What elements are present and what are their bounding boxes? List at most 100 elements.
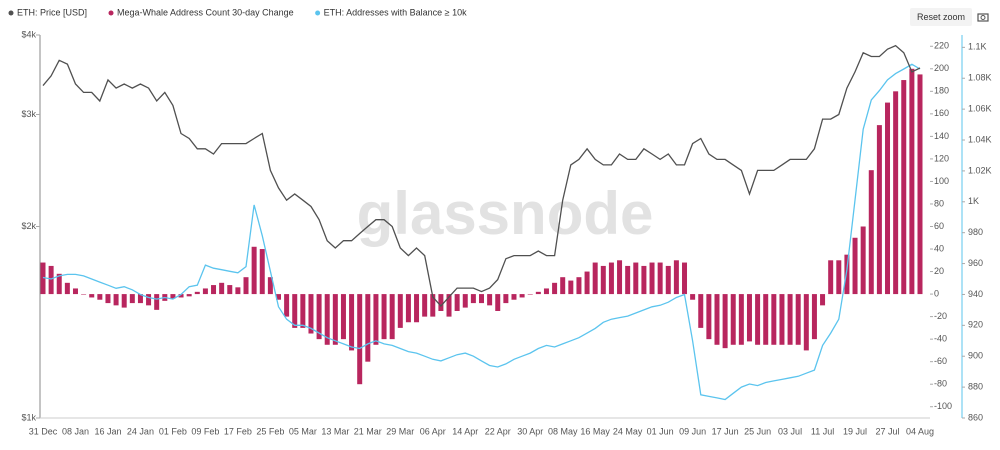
bar — [901, 80, 907, 295]
x-tick-label: 16 May — [580, 426, 610, 436]
bar — [625, 265, 631, 295]
x-tick-label: 17 Jun — [712, 426, 739, 436]
yticks-label: $4k — [21, 29, 36, 39]
x-tick-label: 04 Aug — [906, 426, 934, 436]
bar — [48, 265, 54, 295]
legend-marker — [108, 10, 114, 16]
bar — [259, 249, 265, 295]
bar — [868, 170, 874, 295]
y2ticks-label: 120 — [934, 153, 949, 163]
bar — [649, 262, 655, 295]
bar — [340, 294, 346, 340]
bar — [332, 294, 338, 345]
y3ticks-label: 1.04K — [968, 134, 992, 144]
bar — [755, 294, 761, 345]
bar — [186, 294, 192, 297]
reset-zoom-button[interactable]: Reset zoom — [910, 8, 972, 26]
bar — [576, 277, 582, 295]
bar — [170, 294, 176, 299]
bar — [251, 246, 257, 295]
x-tick-label: 24 May — [613, 426, 643, 436]
y2ticks-label: -40 — [934, 334, 947, 344]
bar — [194, 291, 200, 295]
y3ticks-label: 960 — [968, 258, 983, 268]
x-tick-label: 29 Mar — [386, 426, 414, 436]
x-tick-label: 09 Feb — [191, 426, 219, 436]
bar — [641, 265, 647, 295]
bar — [357, 294, 363, 385]
bar — [543, 288, 549, 295]
legend-label: ETH: Addresses with Balance ≥ 10k — [324, 7, 468, 17]
y3ticks-label: 920 — [968, 320, 983, 330]
y3ticks-label: 860 — [968, 412, 983, 422]
bar — [121, 294, 127, 308]
bar — [365, 294, 371, 362]
bar — [787, 294, 793, 345]
bar — [917, 74, 923, 295]
legend-marker — [315, 10, 321, 16]
bar — [373, 294, 379, 345]
line — [42, 63, 921, 401]
bar — [519, 294, 525, 298]
bar — [836, 260, 842, 295]
x-tick-label: 06 Apr — [420, 426, 446, 436]
bar — [690, 294, 696, 300]
bar — [706, 294, 712, 340]
bar — [876, 125, 882, 295]
bar — [844, 254, 850, 295]
bar — [405, 294, 411, 323]
bar — [617, 260, 623, 295]
x-tick-label: 30 Apr — [517, 426, 543, 436]
y2ticks-label: 40 — [934, 243, 944, 253]
bar — [820, 294, 826, 306]
y3ticks-label: 1.06K — [968, 104, 992, 114]
bar — [608, 262, 614, 295]
x-tick-label: 08 May — [548, 426, 578, 436]
y3ticks-label: 1K — [968, 196, 979, 206]
bar — [219, 282, 225, 295]
bar — [811, 294, 817, 340]
y2ticks-label: 200 — [934, 63, 949, 73]
bar — [72, 288, 78, 295]
bar — [324, 294, 330, 345]
y2ticks-label: -80 — [934, 379, 947, 389]
bar — [584, 271, 590, 295]
y2ticks-label: 220 — [934, 41, 949, 51]
bar — [885, 102, 891, 295]
bar — [487, 294, 493, 306]
y3ticks-label: 980 — [968, 227, 983, 237]
x-tick-label: 25 Jun — [744, 426, 771, 436]
bar — [178, 294, 184, 298]
legend: ETH: Price [USD] Mega-Whale Address Count… — [8, 7, 468, 17]
legend-label: Mega-Whale Address Count 30-day Change — [117, 7, 294, 17]
bar — [828, 260, 834, 295]
bar — [860, 226, 866, 295]
bar — [568, 280, 574, 295]
bar — [446, 294, 452, 317]
bar — [81, 294, 87, 295]
bar — [202, 288, 208, 295]
bar — [479, 294, 484, 304]
camera-icon[interactable] — [977, 13, 989, 22]
bar — [154, 294, 160, 310]
bar — [698, 294, 704, 328]
bar — [633, 262, 639, 295]
bar — [495, 294, 501, 311]
bar — [243, 277, 249, 295]
x-tick-label: 21 Mar — [354, 426, 382, 436]
bar — [852, 237, 858, 295]
x-tick-label: 01 Feb — [159, 426, 187, 436]
bar — [682, 262, 688, 295]
x-tick-label: 09 Jun — [679, 426, 706, 436]
x-tick-label: 17 Feb — [224, 426, 252, 436]
bar — [535, 291, 541, 295]
bar — [40, 262, 46, 295]
bar — [730, 294, 736, 345]
bar — [470, 294, 476, 304]
x-tick-label: 27 Jul — [876, 426, 900, 436]
bar — [430, 294, 436, 317]
x-tick-label: 01 Jun — [647, 426, 674, 436]
bar — [64, 282, 70, 295]
bar — [292, 294, 298, 328]
